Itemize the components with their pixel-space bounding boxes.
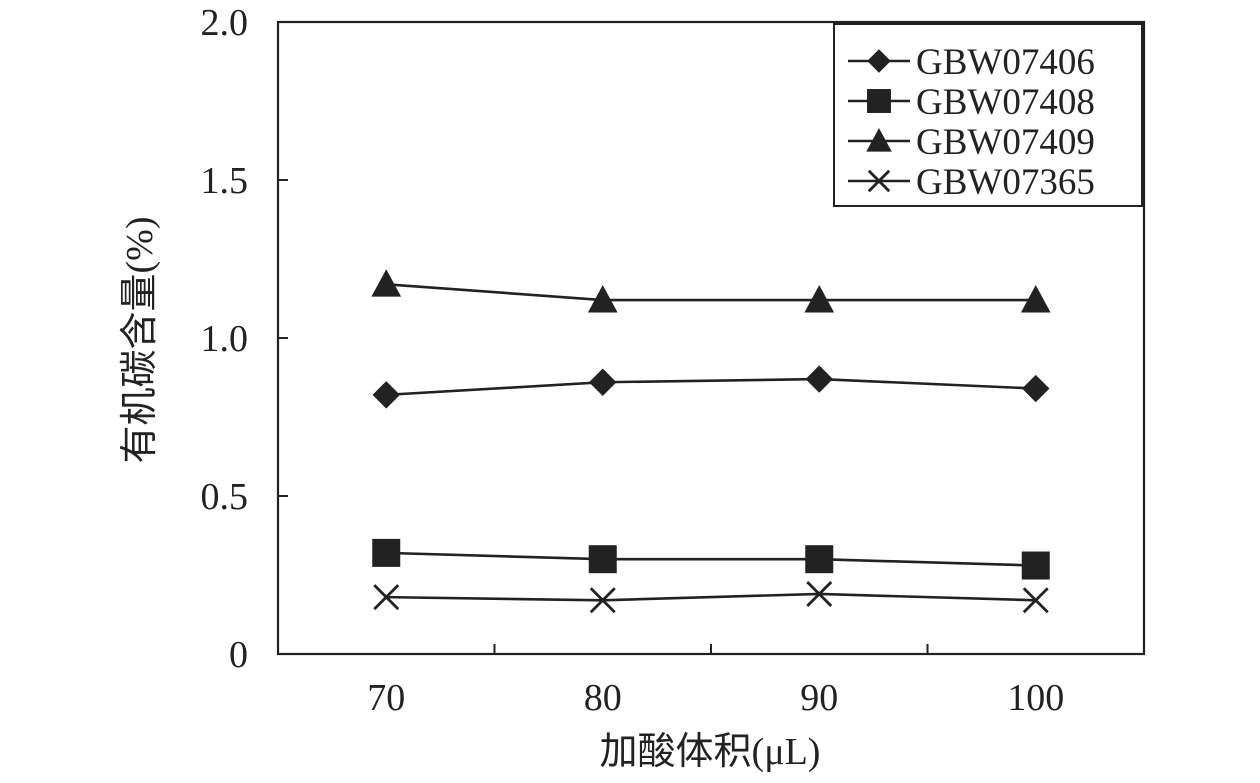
data-point-diamond [589,368,617,396]
legend-marker-cross [867,169,891,193]
data-point-square [805,545,834,574]
y-axis-title: 有机碳含量(%) [119,217,161,464]
y-tick-label: 0.5 [201,476,249,518]
x-tick-label: 80 [584,677,622,719]
legend-entry: GBW07408 [848,82,1095,123]
legend-label: GBW07409 [916,122,1095,163]
legend-entry: GBW07409 [848,122,1095,163]
y-tick-label: 2.0 [201,2,249,44]
data-point-square [1021,551,1050,580]
series-layer [371,269,1051,614]
data-point-square [372,538,401,567]
data-point-triangle [804,285,835,313]
legend-marker-diamond [867,49,891,73]
legend-marker-triangle [866,128,892,152]
data-point-cross [373,584,400,611]
data-point-cross [1022,587,1049,614]
legend-label: GBW07365 [916,162,1095,203]
data-point-diamond [1022,374,1050,403]
y-tick-label: 1.0 [201,318,249,360]
series-line [386,592,1036,602]
y-axis-ticks: 0 0.5 1.0 1.5 2.0 [201,2,288,676]
x-axis-ticks: 70 80 90 100 [367,644,1064,719]
series-line [386,282,1036,302]
y-tick-label: 0 [229,634,248,676]
data-point-triangle [371,269,402,297]
x-tick-label: 70 [367,677,405,719]
legend-label: GBW07406 [916,42,1095,83]
data-point-triangle [587,285,618,313]
series-gbw07408 [372,538,1050,580]
series-gbw07365 [373,580,1049,614]
series-line [386,551,1036,567]
data-point-cross [806,580,833,607]
data-point-triangle [1020,285,1051,313]
y-tick-label: 1.5 [201,160,249,202]
series-line [386,377,1036,397]
data-point-diamond [372,381,400,409]
data-point-diamond [805,365,833,393]
data-point-square [588,545,617,574]
x-tick-label: 100 [1007,677,1064,719]
legend-label: GBW07408 [916,82,1095,123]
legend-marker-square [867,89,891,113]
x-axis-title: 加酸体积(μL) [600,731,821,773]
data-point-cross [589,587,616,614]
legend-entry: GBW07365 [848,162,1095,203]
series-gbw07406 [372,365,1050,409]
legend-entry: GBW07406 [848,42,1095,83]
x-tick-label: 90 [800,677,838,719]
series-gbw07409 [371,269,1051,313]
